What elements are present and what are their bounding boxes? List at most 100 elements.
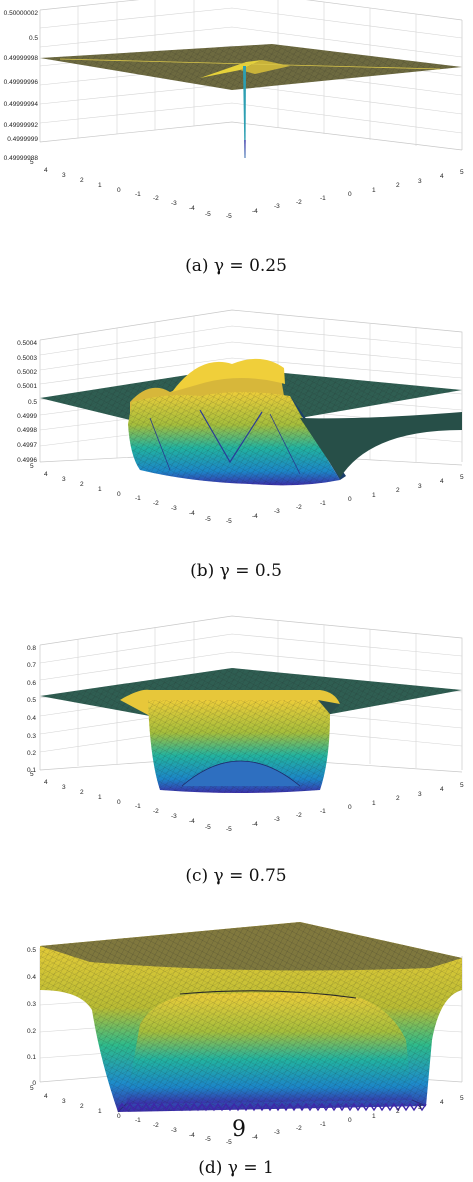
panel-b-y-ticks: 5 4 3 2 1 0 -1 -2 -3 -4 -5 — [30, 463, 211, 523]
panel-c-y-ticks: 5 4 3 2 1 0 -1 -2 -3 -4 -5 — [30, 771, 211, 831]
y-tick-label: 1 — [98, 486, 102, 493]
y-tick-label: -5 — [205, 824, 211, 831]
x-tick-label: 3 — [418, 178, 422, 185]
y-tick-label: 0 — [117, 187, 121, 194]
x-tick-label: 4 — [440, 478, 444, 485]
x-tick-label: -4 — [252, 821, 258, 828]
x-tick-label: 0 — [348, 496, 352, 503]
x-tick-label: 2 — [396, 795, 400, 802]
panel-c-z-ticks: 0.8 0.7 0.6 0.5 0.4 0.3 0.2 0.1 — [27, 645, 36, 774]
y-tick-label: -1 — [135, 1117, 141, 1124]
y-tick-label: 3 — [62, 784, 66, 791]
x-tick-label: 5 — [460, 782, 464, 789]
z-tick-label: 0.1 — [27, 1054, 36, 1061]
y-tick-label: 4 — [44, 471, 48, 478]
z-tick-label: 0.5 — [28, 399, 37, 406]
y-tick-label: -1 — [135, 495, 141, 502]
z-tick-label: 0.4999999 — [7, 136, 38, 143]
x-tick-label: 4 — [440, 786, 444, 793]
z-tick-label: 0.49999992 — [4, 122, 39, 129]
z-tick-label: 0.5 — [27, 697, 36, 704]
z-tick-label: 0.4 — [27, 974, 36, 981]
x-tick-label: -2 — [296, 1125, 302, 1132]
panel-a-z-ticks: 0.50000002 0.5 0.49999998 0.49999996 0.4… — [4, 10, 39, 162]
y-tick-label: -5 — [205, 516, 211, 523]
x-tick-label: -2 — [296, 199, 302, 206]
z-tick-label: 0.49999994 — [4, 101, 39, 108]
panel-c-x-ticks: -5 -4 -3 -2 -1 0 1 2 3 4 5 — [226, 782, 464, 833]
y-tick-label: -4 — [189, 510, 195, 517]
panel-d-caption: (d) γ = 1 — [198, 1158, 274, 1178]
x-tick-label: 0 — [348, 804, 352, 811]
z-tick-label: 0.3 — [27, 733, 36, 740]
z-tick-label: 0.5002 — [17, 369, 37, 376]
y-tick-label: 4 — [44, 167, 48, 174]
panel-d-surface — [40, 922, 462, 1113]
x-tick-label: -5 — [226, 213, 232, 220]
x-tick-label: 4 — [440, 1099, 444, 1106]
z-tick-label: 0.5 — [27, 947, 36, 954]
x-tick-label: -5 — [226, 518, 232, 525]
panel-d-x-ticks: -5 -4 -3 -2 -1 0 1 2 3 4 5 — [226, 1095, 464, 1146]
y-tick-label: 1 — [98, 182, 102, 189]
x-tick-label: -1 — [320, 808, 326, 815]
x-tick-label: 3 — [418, 791, 422, 798]
y-tick-label: -4 — [189, 1132, 195, 1139]
z-tick-label: 0.4998 — [17, 427, 37, 434]
z-tick-label: 0.50000002 — [4, 10, 39, 17]
panel-a: 0.50000002 0.5 0.49999998 0.49999996 0.4… — [4, 0, 464, 276]
y-tick-label: 2 — [80, 177, 84, 184]
x-tick-label: -3 — [274, 816, 280, 823]
x-tick-label: 0 — [348, 1117, 352, 1124]
panel-d: 0.5 0.4 0.3 0.2 0.1 0 5 4 3 2 1 0 -1 -2 … — [27, 922, 464, 1178]
x-tick-label: 3 — [418, 1104, 422, 1111]
x-tick-label: -4 — [252, 1134, 258, 1141]
y-tick-label: -3 — [171, 813, 177, 820]
x-tick-label: 5 — [460, 1095, 464, 1102]
x-tick-label: -4 — [252, 208, 258, 215]
x-tick-label: -2 — [296, 504, 302, 511]
x-tick-label: -5 — [226, 1139, 232, 1146]
y-tick-label: 0 — [117, 491, 121, 498]
z-tick-label: 0.49999998 — [4, 55, 39, 62]
x-tick-label: 3 — [418, 483, 422, 490]
x-tick-label: 5 — [460, 474, 464, 481]
z-tick-label: 0.5 — [29, 35, 38, 42]
stray-page-number: 9 — [232, 1117, 246, 1142]
y-tick-label: 4 — [44, 1093, 48, 1100]
x-tick-label: 1 — [372, 187, 376, 194]
x-tick-label: -1 — [320, 1121, 326, 1128]
z-tick-label: 0.3 — [27, 1001, 36, 1008]
y-tick-label: -4 — [189, 818, 195, 825]
z-tick-label: 0.2 — [27, 1028, 36, 1035]
y-tick-label: -3 — [171, 1127, 177, 1134]
z-tick-label: 0.5003 — [17, 355, 37, 362]
x-tick-label: -2 — [296, 812, 302, 819]
panel-b: 0.5004 0.5003 0.5002 0.5001 0.5 0.4999 0… — [17, 309, 464, 581]
z-tick-label: 0.49999988 — [4, 155, 39, 162]
x-tick-label: -3 — [274, 203, 280, 210]
x-tick-label: -3 — [274, 508, 280, 515]
y-tick-label: 2 — [80, 1103, 84, 1110]
y-tick-label: 4 — [44, 779, 48, 786]
panel-c-surface — [40, 668, 462, 793]
y-tick-label: -2 — [153, 195, 159, 202]
panel-c: 0.8 0.7 0.6 0.5 0.4 0.3 0.2 0.1 5 4 3 2 … — [27, 615, 464, 886]
y-tick-label: 2 — [80, 481, 84, 488]
y-tick-label: -1 — [135, 191, 141, 198]
x-tick-label: 1 — [372, 492, 376, 499]
z-tick-label: 0.4 — [27, 715, 36, 722]
panel-b-surface — [40, 358, 462, 486]
y-tick-label: 5 — [30, 771, 34, 778]
z-tick-label: 0.5004 — [17, 340, 37, 347]
y-tick-label: -5 — [205, 211, 211, 218]
x-tick-label: 1 — [372, 800, 376, 807]
y-tick-label: -3 — [171, 200, 177, 207]
z-tick-label: 0.6 — [27, 680, 36, 687]
z-tick-label: 0.8 — [27, 645, 36, 652]
x-tick-label: -3 — [274, 1129, 280, 1136]
y-tick-label: 5 — [30, 463, 34, 470]
x-tick-label: 2 — [396, 182, 400, 189]
y-tick-label: 1 — [98, 1108, 102, 1115]
x-tick-label: 2 — [396, 487, 400, 494]
